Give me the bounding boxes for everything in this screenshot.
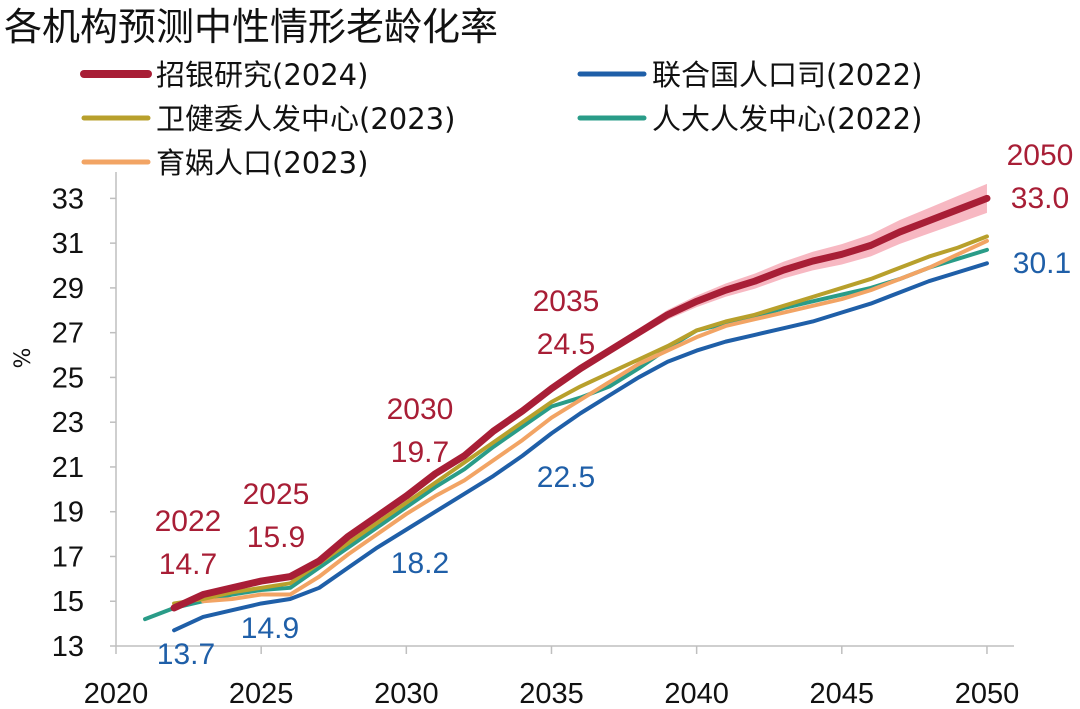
y-tick-label: 21	[52, 452, 84, 484]
x-tick-label: 2025	[229, 678, 294, 709]
legend-label-4: 育娲人口(2023)	[156, 146, 368, 180]
annotation-year: 2022	[155, 505, 222, 538]
y-tick-label: 31	[52, 228, 84, 260]
annotation-year: 2050	[1007, 139, 1074, 172]
annotation-value: 33.0	[1011, 182, 1069, 215]
annotation-value: 22.5	[537, 461, 595, 494]
series-line-0	[170, 194, 991, 612]
annotation-value: 18.2	[391, 547, 449, 580]
legend-label-0: 招银研究(2024)	[156, 58, 368, 92]
x-tick-label: 2035	[519, 678, 584, 709]
annotation-value: 14.7	[159, 548, 217, 581]
series-line-3	[143, 247, 989, 622]
annotations: 2022 14.7 2025 15.9 2030 19.7 2035 24.5 2050 33.0…	[155, 139, 1074, 671]
y-tick-label: 15	[52, 586, 84, 618]
annotation-value: 15.9	[247, 521, 305, 554]
annotation-value: 24.5	[537, 328, 595, 361]
y-axis-label: %	[11, 348, 36, 369]
x-tick-label: 2020	[84, 678, 149, 709]
legend-label-2: 卫健委人发中心(2023)	[156, 102, 455, 136]
series-lines	[143, 194, 991, 633]
annotation-value: 19.7	[391, 436, 449, 469]
legend: 招银研究(2024) 联合国人口司(2022) 卫健委人发中心(2023) 人大人发中…	[80, 58, 922, 180]
y-tick-label: 13	[52, 631, 84, 663]
y-tick-label: 25	[52, 362, 84, 394]
series-line-1	[172, 261, 989, 633]
x-tick-label: 2050	[955, 678, 1020, 709]
x-tick-label: 2045	[810, 678, 875, 709]
annotation-year: 2025	[243, 478, 310, 511]
y-tick-label: 23	[52, 407, 84, 439]
x-tick-label: 2040	[664, 678, 729, 709]
annotation-value: 13.7	[157, 638, 215, 671]
y-tick-label: 19	[52, 497, 84, 529]
legend-label-1: 联合国人口司(2022)	[652, 58, 922, 92]
y-tick-label: 33	[52, 183, 84, 215]
annotation-value: 14.9	[241, 612, 299, 645]
annotation-year: 2035	[533, 285, 600, 318]
x-tick-label: 2030	[374, 678, 439, 709]
annotation-value: 30.1	[1013, 247, 1071, 280]
chart-title: 各机构预测中性情形老龄化率	[4, 5, 498, 49]
annotation-year: 2030	[387, 393, 454, 426]
legend-label-3: 人大人发中心(2022)	[652, 102, 922, 136]
axes: 13 15 17 19 21 23 25 27 29 31 33 2020 2025 2030 2035 20…	[52, 172, 1019, 709]
y-tick-label: 29	[52, 273, 84, 305]
y-tick-label: 17	[52, 541, 84, 573]
series-line-4	[201, 238, 989, 604]
y-tick-label: 27	[52, 318, 84, 350]
